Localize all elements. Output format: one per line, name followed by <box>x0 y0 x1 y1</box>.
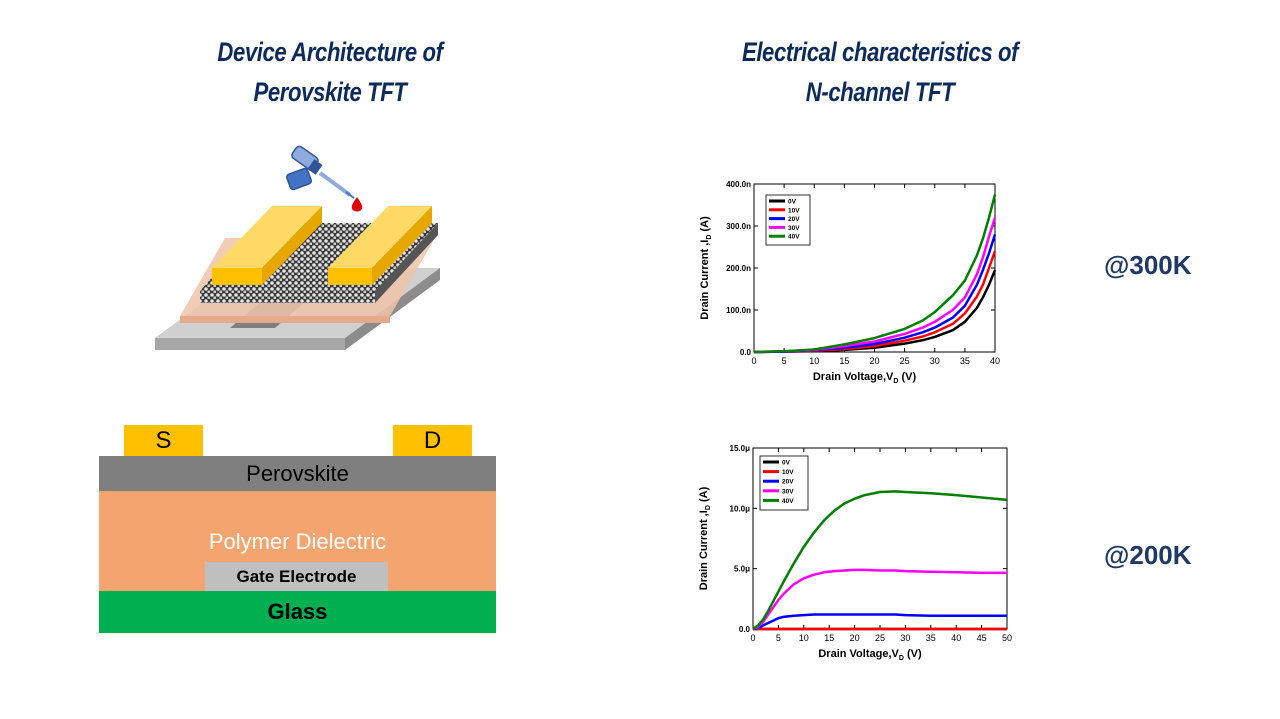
left-title: Device Architecture of Perovskite TFT <box>182 32 477 112</box>
temp-label-200k: @200K <box>1104 540 1192 570</box>
chart-200k: 0 5 10 15 20 25 30 35 40 45 50 0.0 5.0μ 10.0μ 15.0μ Dra… <box>698 444 1012 662</box>
y-tick-label: 0.0 <box>740 348 752 357</box>
x-axis-label: Drain Voltage,VD (V) <box>818 648 922 662</box>
gate-electrode: Gate Electrode <box>205 562 388 591</box>
legend-label: 40V <box>788 234 800 241</box>
left-title-line1: Device Architecture of <box>217 37 443 67</box>
x-tick-label: 20 <box>869 356 879 366</box>
source-label: S <box>155 426 172 454</box>
device-3d-illustration <box>155 145 440 350</box>
x-tick-label: 10 <box>809 356 819 366</box>
x-tick-label: 35 <box>960 356 970 366</box>
pipette-icon <box>286 145 355 199</box>
perovskite-layer: Perovskite <box>99 456 496 491</box>
y-axis-label: Drain Current ,ID (A) <box>699 216 713 320</box>
temp-label-300k: @300K <box>1104 250 1192 280</box>
source-electrode-3d <box>212 206 322 285</box>
x-axis-label: Drain Voltage,VD (V) <box>813 371 917 385</box>
glass-label: Glass <box>267 599 328 624</box>
legend-label: 10V <box>782 469 794 476</box>
x-tick-label: 5 <box>782 356 787 366</box>
legend-label: 0V <box>788 199 797 206</box>
series-line-30V <box>752 568 1007 631</box>
x-tick-label: 45 <box>977 633 987 643</box>
x-tick-label: 25 <box>900 356 910 366</box>
x-tick-label: 30 <box>900 633 910 643</box>
x-tick-label: 0 <box>751 356 756 366</box>
legend-label: 30V <box>782 488 794 495</box>
right-title-line1: Electrical characteristics of <box>741 37 1019 67</box>
x-tick-label: 15 <box>839 356 849 366</box>
x-tick-label: 40 <box>990 356 1000 366</box>
y-axis-label: Drain Current ,ID (A) <box>698 486 712 590</box>
y-tick-label: 0.0 <box>739 625 751 634</box>
glass-layer: Glass <box>99 591 496 633</box>
chart-300k: 0 5 10 15 20 25 30 35 40 0.0 100.0n 200.0n 300.0n 400… <box>699 180 1000 385</box>
x-tick-label: 5 <box>776 633 781 643</box>
droplet-icon <box>351 197 363 212</box>
x-tick-label: 30 <box>930 356 940 366</box>
y-tick-label: 200.0n <box>726 264 751 273</box>
y-tick-label: 10.0μ <box>730 504 751 513</box>
legend-label: 20V <box>788 216 800 223</box>
left-title-line2: Perovskite TFT <box>253 77 407 107</box>
drain-contact: D <box>393 425 472 456</box>
legend-label: 30V <box>788 225 800 232</box>
dielectric-label: Polymer Dielectric <box>208 529 387 554</box>
x-tick-label: 35 <box>926 633 936 643</box>
x-tick-label: 50 <box>1002 633 1012 643</box>
series-line-20V <box>752 613 1007 631</box>
right-title: Electrical characteristics of N-channel … <box>716 32 1044 112</box>
y-tick-label: 300.0n <box>726 222 751 231</box>
x-tick-label: 40 <box>951 633 961 643</box>
perovskite-label: Perovskite <box>246 460 349 486</box>
x-tick-label: 20 <box>850 633 860 643</box>
y-tick-label: 5.0μ <box>734 565 750 574</box>
legend-label: 0V <box>782 460 791 467</box>
drain-label: D <box>423 426 442 454</box>
series-line-40V <box>752 490 1008 631</box>
source-contact: S <box>124 425 203 456</box>
right-title-line2: N-channel TFT <box>805 77 955 107</box>
x-tick-label: 15 <box>824 633 834 643</box>
series-line-20V <box>753 234 997 354</box>
legend-label: 40V <box>782 498 794 505</box>
x-tick-label: 0 <box>750 633 755 643</box>
y-tick-label: 15.0μ <box>730 444 751 453</box>
y-tick-label: 400.0n <box>726 180 751 189</box>
x-tick-label: 25 <box>875 633 885 643</box>
y-tick-label: 100.0n <box>726 306 751 315</box>
legend-label: 10V <box>788 207 800 214</box>
legend-label: 20V <box>782 479 794 486</box>
gate-label: Gate Electrode <box>236 566 357 586</box>
drain-electrode-3d <box>328 206 432 285</box>
series-line-40V <box>753 194 997 354</box>
x-tick-label: 10 <box>799 633 809 643</box>
